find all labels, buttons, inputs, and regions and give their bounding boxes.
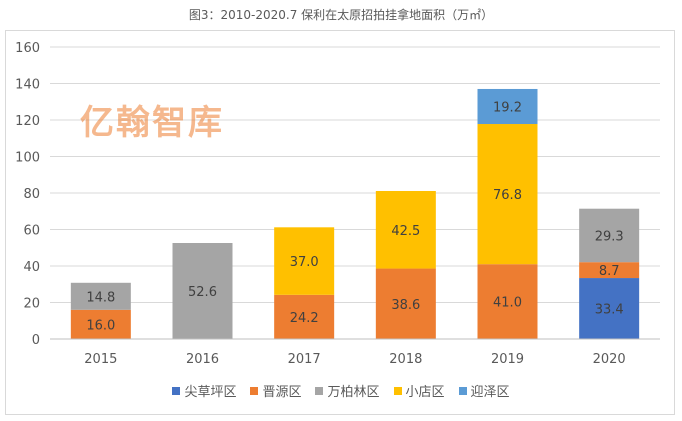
data-label: 8.7 <box>599 264 620 279</box>
bar-segment <box>70 309 131 339</box>
legend-swatch <box>172 386 181 395</box>
y-tick-label: 20 <box>23 297 40 312</box>
data-label: 29.3 <box>595 229 624 244</box>
legend-swatch <box>458 386 467 395</box>
data-label: 42.5 <box>391 224 420 239</box>
y-tick-label: 140 <box>15 78 40 93</box>
y-tick-label: 0 <box>32 333 40 348</box>
bar-segment <box>172 243 233 339</box>
bar-segment <box>70 282 131 310</box>
legend-item: 晋源区 <box>250 381 301 400</box>
x-tick-label: 2020 <box>593 352 626 367</box>
data-label: 16.0 <box>86 318 115 333</box>
y-tick-label: 40 <box>23 260 40 275</box>
bar-segment <box>375 268 436 339</box>
data-label: 14.8 <box>86 290 115 305</box>
bar-segment <box>274 227 335 295</box>
watermark-logo: 亿翰智库 <box>80 103 224 143</box>
data-label: 41.0 <box>493 296 522 311</box>
y-tick-label: 160 <box>15 41 40 56</box>
x-tick-label: 2019 <box>491 352 524 367</box>
legend-label: 小店区 <box>405 385 445 400</box>
y-tick-label: 120 <box>15 114 40 129</box>
bar-segment <box>477 124 538 265</box>
legend-item: 万柏林区 <box>315 381 380 400</box>
bar-segment <box>477 88 538 125</box>
legend-item: 小店区 <box>393 381 445 400</box>
legend-item: 迎泽区 <box>458 381 510 400</box>
bar-segment <box>579 208 640 263</box>
legend-label: 晋源区 <box>262 385 302 400</box>
y-tick-label: 80 <box>23 187 40 202</box>
bar-segment <box>274 294 335 339</box>
bar-segment <box>477 264 538 339</box>
x-tick-label: 2017 <box>288 352 321 367</box>
data-label: 38.6 <box>391 298 420 313</box>
bar-segment <box>579 262 640 279</box>
legend: 尖草坪区 晋源区 万柏林区 小店区 迎泽区 <box>0 381 682 400</box>
legend-label: 尖草坪区 <box>184 385 237 400</box>
data-label: 19.2 <box>493 100 522 115</box>
y-tick-label: 100 <box>15 151 40 166</box>
legend-swatch <box>315 386 324 395</box>
x-tick-label: 2018 <box>389 352 422 367</box>
legend-label: 万柏林区 <box>327 385 380 400</box>
x-tick-label: 2016 <box>186 352 219 367</box>
chart-title: 图3：2010-2020.7 保利在太原招拍挂拿地面积（万㎡） <box>188 8 494 22</box>
legend-label: 迎泽区 <box>470 385 510 400</box>
y-tick-label: 60 <box>23 224 40 239</box>
bar-segment <box>579 278 640 339</box>
legend-item: 尖草坪区 <box>172 381 236 400</box>
x-tick-label: 2015 <box>84 352 117 367</box>
chart-frame <box>5 30 675 415</box>
data-label: 76.8 <box>493 188 522 203</box>
data-label: 33.4 <box>595 303 624 318</box>
data-label: 37.0 <box>290 255 319 270</box>
data-label: 52.6 <box>188 285 217 300</box>
data-label: 24.2 <box>290 311 319 326</box>
legend-swatch <box>250 386 259 395</box>
bar-segment <box>375 190 436 269</box>
legend-swatch <box>393 386 402 395</box>
